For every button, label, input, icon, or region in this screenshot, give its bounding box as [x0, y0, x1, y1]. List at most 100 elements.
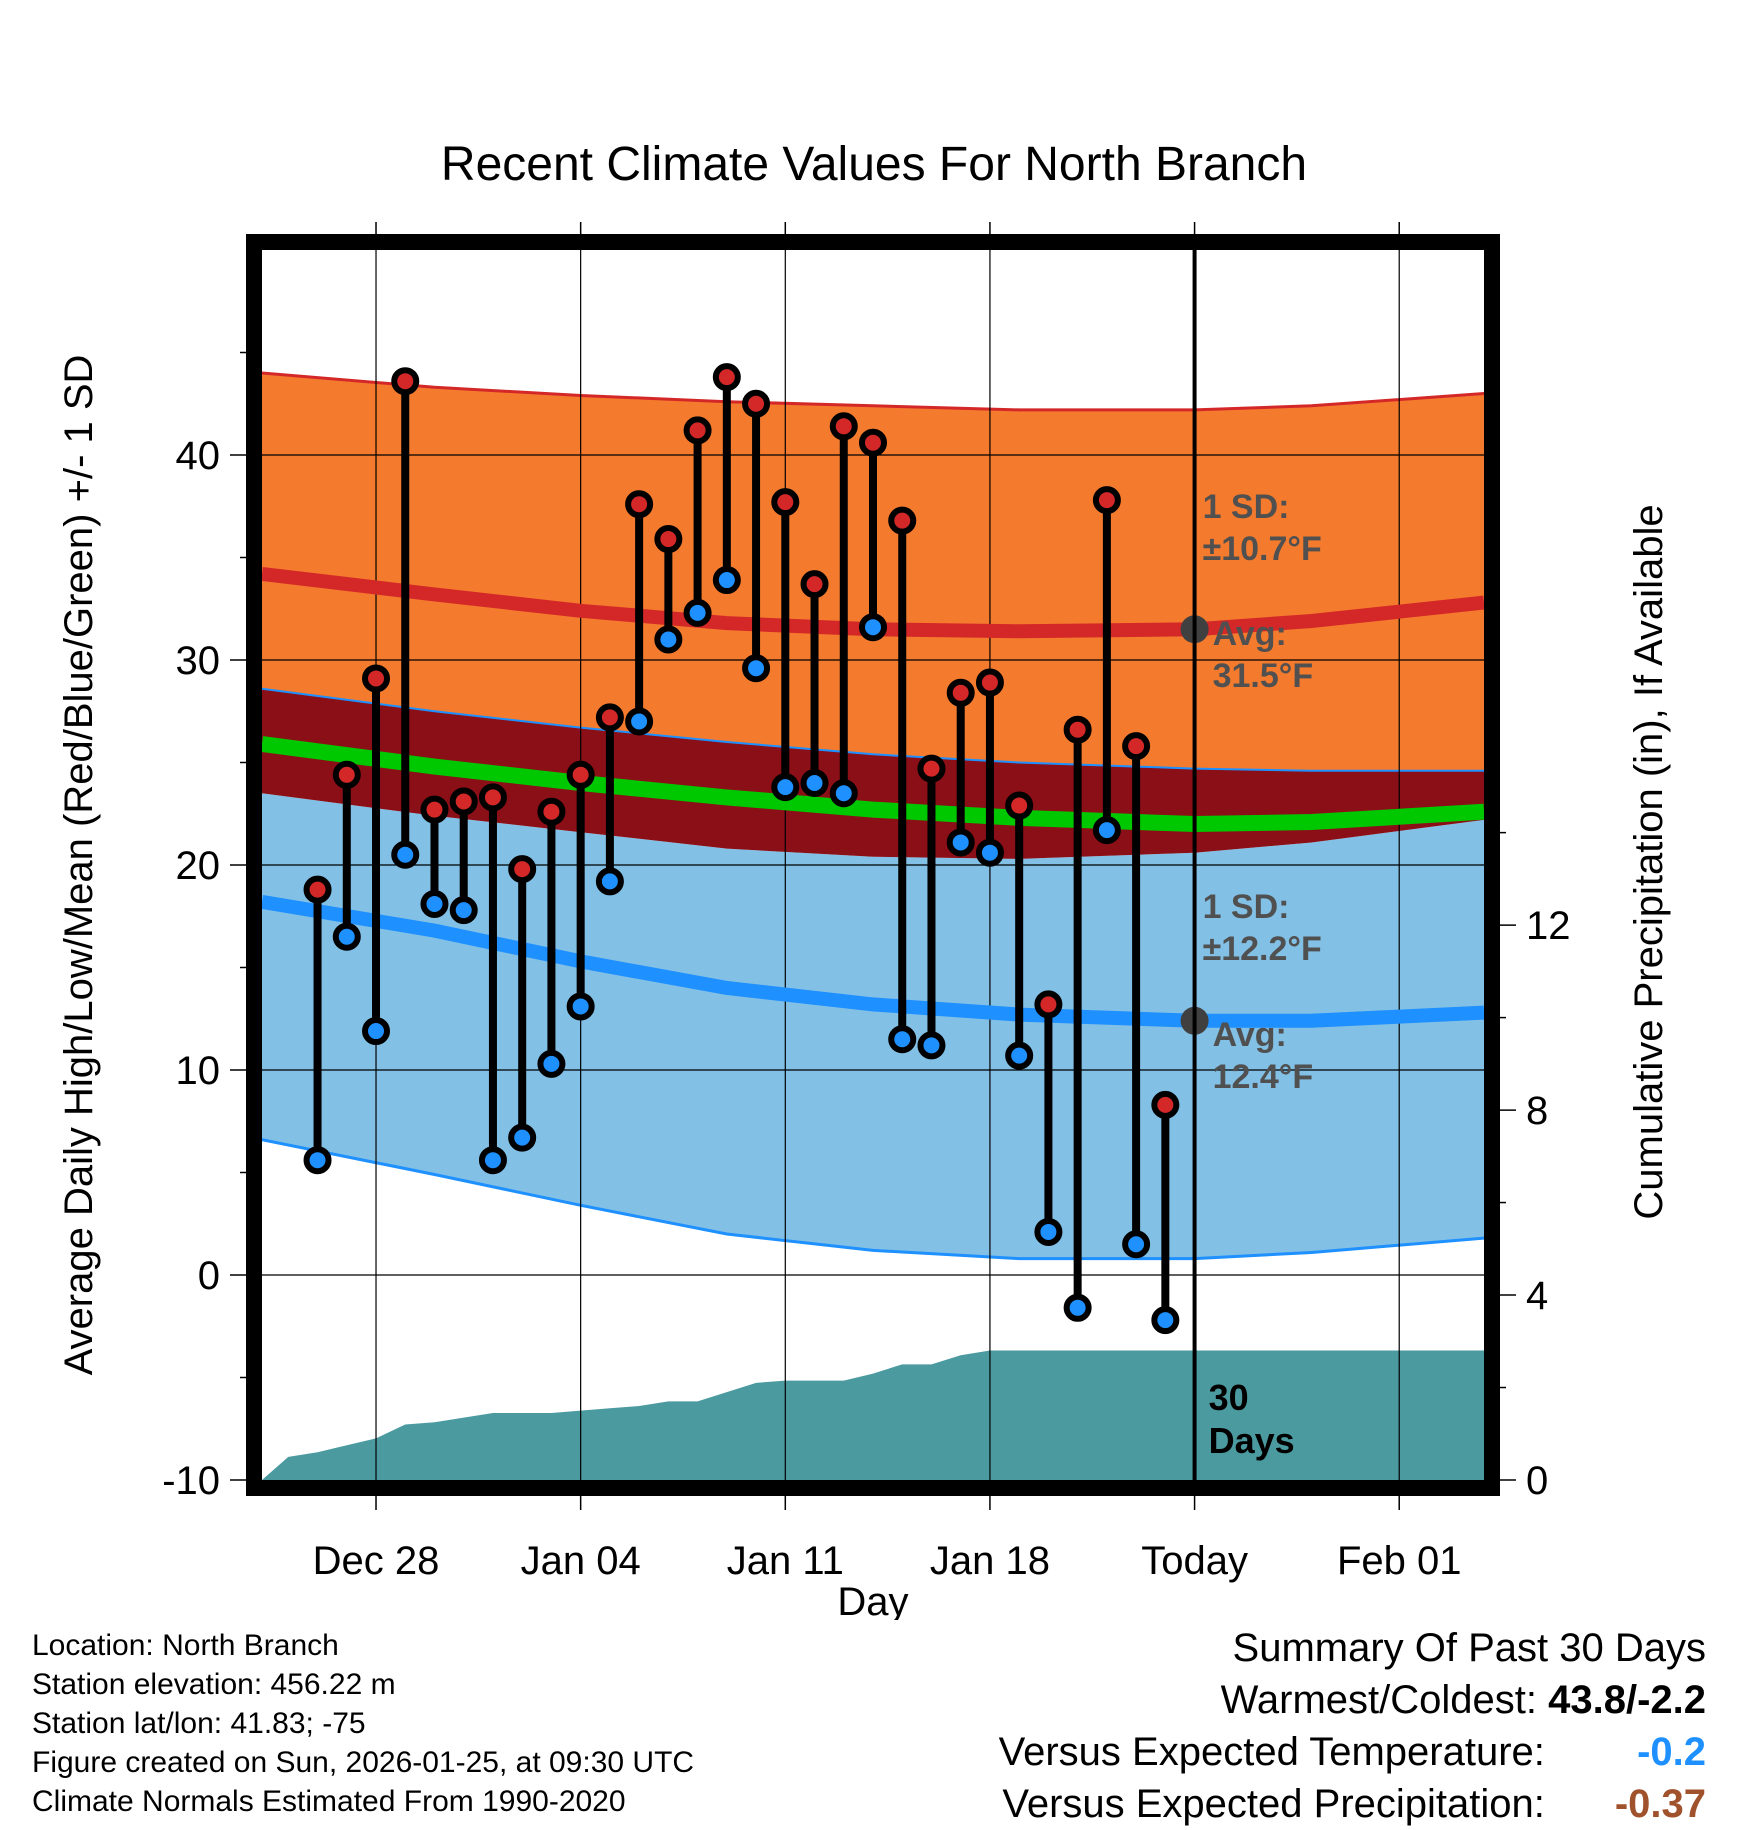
observed-high-point [946, 678, 975, 707]
elevation-text: Station elevation: 456.22 m [32, 1668, 396, 1701]
observed-high-point [683, 416, 712, 445]
x-tick-label: Feb 01 [1337, 1539, 1462, 1583]
x-tick-label: Jan 18 [930, 1539, 1050, 1583]
summary-panel: Summary Of Past 30 Days Warmest/Coldest:… [999, 1622, 1706, 1830]
high-sd-value: ±10.7°F [1203, 530, 1322, 568]
chart-title: Recent Climate Values For North Branch [441, 138, 1307, 191]
precip-departure-label: Versus Expected Precipitation: [1002, 1782, 1545, 1826]
observed-low-point [303, 1146, 332, 1175]
observed-high-point [478, 783, 507, 812]
observed-high-point [1063, 715, 1092, 744]
y2-tick-label: 4 [1526, 1274, 1548, 1318]
y-tick-label: 20 [176, 844, 221, 888]
temp-departure-value: -0.2 [1637, 1730, 1706, 1774]
observed-high-point [625, 490, 654, 519]
warmest-coldest-row: Warmest/Coldest: 43.8/-2.2 [999, 1674, 1706, 1726]
observed-high-point [771, 488, 800, 517]
latlon-text: Station lat/lon: 41.83; -75 [32, 1707, 366, 1740]
observed-high-point [917, 754, 946, 783]
y-tick-label: 10 [176, 1049, 221, 1093]
observed-low-point [391, 840, 420, 869]
observed-low-point [683, 598, 712, 627]
summary-title: Summary Of Past 30 Days [1232, 1626, 1706, 1670]
high-avg-value: 31.5°F [1213, 657, 1314, 695]
observed-high-point [1034, 990, 1063, 1019]
observed-high-point [1151, 1090, 1180, 1119]
low-sd-band [262, 793, 1484, 1259]
annotations: 1 SD: ±10.7°F Avg: 31.5°F 1 SD: ±12.2°F … [1203, 488, 1322, 1461]
observed-low-point [508, 1123, 537, 1152]
observed-low-point [537, 1049, 566, 1078]
observed-high-point [1122, 732, 1151, 761]
observed-low-point [332, 922, 361, 951]
observed-high-point [829, 412, 858, 441]
observed-low-point [420, 889, 449, 918]
observed-low-point [1063, 1293, 1092, 1322]
observed-high-point [975, 668, 1004, 697]
y-tick-label: -10 [162, 1459, 220, 1503]
location-text: Location: North Branch [32, 1629, 339, 1662]
observed-high-point [712, 363, 741, 392]
observed-low-point [362, 1017, 391, 1046]
high-plus-sd-line [262, 371, 1484, 412]
x-tick-label: Jan 11 [727, 1539, 844, 1583]
low-sd-value: ±12.2°F [1203, 930, 1322, 968]
plot-frame [246, 234, 1500, 1496]
observed-high-point [654, 525, 683, 554]
axes: -10 0 10 20 30 40 0 4 8 12 Dec 28 Jan 04 Jan 11 Jan 1… [162, 222, 1571, 1583]
y2-tick-label: 8 [1526, 1089, 1548, 1133]
low-minus-sd-line [262, 1138, 1484, 1261]
x-tick-label: Jan 04 [521, 1539, 641, 1583]
low-avg-label: Avg: [1213, 1016, 1287, 1054]
y-tick-label: 40 [176, 434, 221, 478]
y2-axis-label: Cumulative Precipitation (in), If Availa… [1627, 504, 1671, 1219]
y2-tick-label: 12 [1526, 904, 1571, 948]
high-avg-label: Avg: [1213, 615, 1287, 653]
observed-low-point [1034, 1217, 1063, 1246]
observed-high-point [566, 760, 595, 789]
observed-low-point [859, 613, 887, 642]
x-tick-label: Today [1141, 1539, 1248, 1583]
observed-high-point [420, 795, 449, 824]
observed-low-point [771, 773, 800, 802]
y2-tick-label: 0 [1526, 1459, 1548, 1503]
observed-high-point [391, 367, 420, 396]
observed-high-point [859, 428, 887, 457]
observed-high-point [362, 664, 391, 693]
station-info: Location: North Branch Station elevation… [32, 1626, 694, 1821]
low-avg-value: 12.4°F [1213, 1058, 1314, 1096]
y-tick-label: 0 [198, 1254, 220, 1298]
observed-high-point [1092, 486, 1121, 515]
period-unit: Days [1209, 1420, 1295, 1461]
observed-low-point [566, 992, 595, 1021]
temp-departure-label: Versus Expected Temperature: [998, 1730, 1545, 1774]
observed-low-point [1005, 1041, 1034, 1070]
observed-low-point [712, 566, 741, 595]
y-tick-label: 30 [176, 639, 221, 683]
y-axis-label: Average Daily High/Low/Mean (Red/Blue/Gr… [57, 355, 101, 1376]
normals-text: Climate Normals Estimated From 1990-2020 [32, 1785, 626, 1818]
low-sd-label: 1 SD: [1203, 888, 1290, 926]
observed-low-point [917, 1031, 946, 1060]
observed-low-point [742, 654, 771, 683]
precip-departure-row: Versus Expected Precipitation: -0.37 [999, 1778, 1706, 1830]
observed-high-point [303, 875, 332, 904]
temp-departure-row: Versus Expected Temperature: -0.2 [999, 1726, 1706, 1778]
observed-low-point [946, 828, 975, 857]
observed-high-point [595, 703, 624, 732]
high-minus-sd-line [262, 687, 1484, 772]
observed-high-point [537, 797, 566, 826]
created-text: Figure created on Sun, 2026-01-25, at 09… [32, 1746, 695, 1779]
normal-mean-line [260, 736, 1485, 833]
observed-low-point [449, 896, 478, 925]
observed-high-point [332, 760, 361, 789]
observed-high-point [508, 855, 537, 884]
observed-high-point [888, 506, 917, 535]
observed-high-point [742, 389, 771, 418]
observed-low-point [829, 779, 858, 808]
observed-low-point [654, 625, 683, 654]
observed-high-point [1005, 791, 1034, 820]
normal-low-line [260, 894, 1485, 1028]
x-tick-label: Dec 28 [313, 1539, 440, 1583]
observed-low-point [1122, 1230, 1151, 1259]
